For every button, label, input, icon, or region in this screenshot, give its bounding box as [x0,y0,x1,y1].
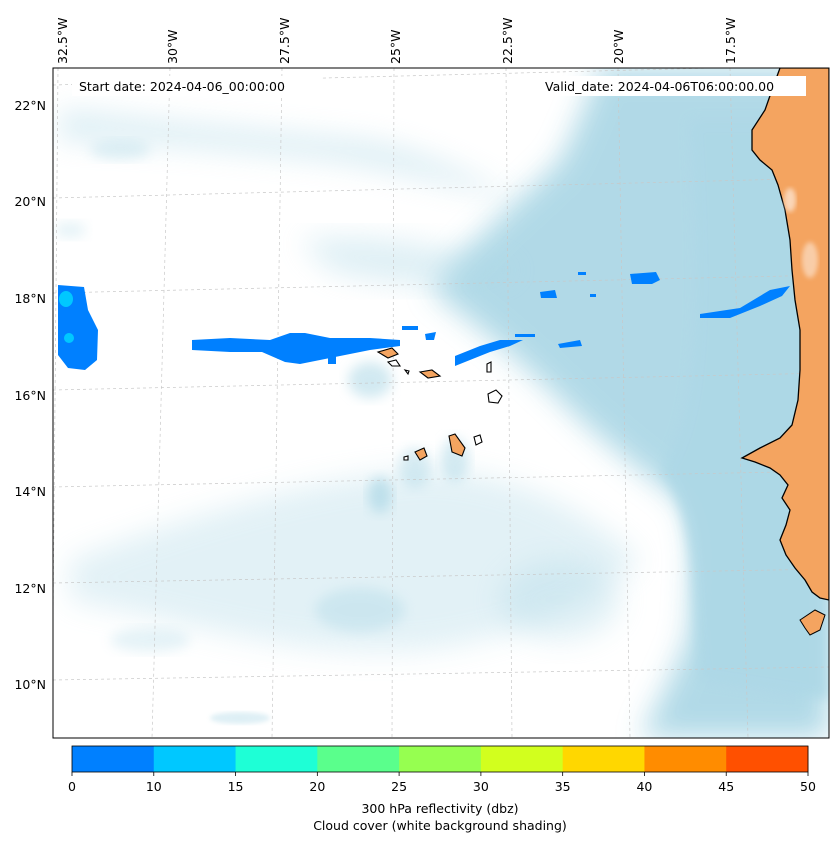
lon-label-17-5w: 17.5°W [723,18,738,64]
colorbar-swatches [72,746,809,772]
colorbar: 0 10 15 20 25 30 35 40 45 50 [68,745,816,794]
lat-label-14n: 14°N [14,484,46,499]
africa-coast [740,68,829,636]
colorbar-label-cloud-cover: Cloud cover (white background shading) [313,818,567,833]
reflectivity-shading [58,272,790,370]
lat-label-22n: 22°N [14,98,46,113]
colorbar-swatch [72,746,155,772]
lat-label-10n: 10°N [14,677,46,692]
colorbar-ticks: 0 10 15 20 25 30 35 40 45 50 [68,772,816,794]
colorbar-swatch [399,746,482,772]
colorbar-tick-label: 50 [800,779,816,794]
graticule [53,68,829,738]
colorbar-tick-label: 0 [68,779,76,794]
colorbar-tick-label: 30 [473,779,489,794]
colorbar-tick-label: 10 [146,779,162,794]
colorbar-swatch [726,746,809,772]
start-date-label: Start date: 2024-04-06_00:00:00 [79,79,285,94]
colorbar-tick-label: 25 [391,779,407,794]
colorbar-tick-label: 15 [228,779,244,794]
lat-label-12n: 12°N [14,581,46,596]
colorbar-swatch [562,746,645,772]
latitude-labels: 22°N 20°N 18°N 16°N 14°N 12°N 10°N [14,98,46,692]
colorbar-swatch [317,746,400,772]
lon-label-30w: 30°W [165,29,180,64]
map-panel: Start date: 2024-04-06_00:00:00 Valid_da… [53,68,829,738]
colorbar-tick-label: 35 [555,779,571,794]
colorbar-swatch [235,746,318,772]
colorbar-swatch [644,746,727,772]
colorbar-swatch [153,746,237,772]
valid-date-box [538,76,806,96]
map-frame [52,67,830,739]
cloud-cover-shading [54,68,829,738]
colorbar-frame [71,745,809,773]
lon-label-22-5w: 22.5°W [500,18,515,64]
colorbar-label-reflectivity: 300 hPa reflectivity (dbz) [361,801,519,816]
lon-label-27-5w: 27.5°W [277,18,292,64]
lon-label-25w: 25°W [388,29,403,64]
colorbar-tick-label: 20 [309,779,325,794]
colorbar-swatch [480,746,564,772]
lon-label-20w: 20°W [611,29,626,64]
lat-label-16n: 16°N [14,388,46,403]
valid-date-label: Valid_date: 2024-04-06T06:00:00.00 [545,79,774,94]
lat-label-18n: 18°N [14,291,46,306]
colorbar-tick-label: 40 [636,779,652,794]
colorbar-tick-label: 45 [718,779,734,794]
longitude-labels: 32.5°W 30°W 27.5°W 25°W 22.5°W 20°W 17.5… [55,18,738,64]
start-date-box [72,76,320,96]
cape-verde-islands [376,347,503,461]
lon-label-32-5w: 32.5°W [55,18,70,64]
lat-label-20n: 20°N [14,194,46,209]
